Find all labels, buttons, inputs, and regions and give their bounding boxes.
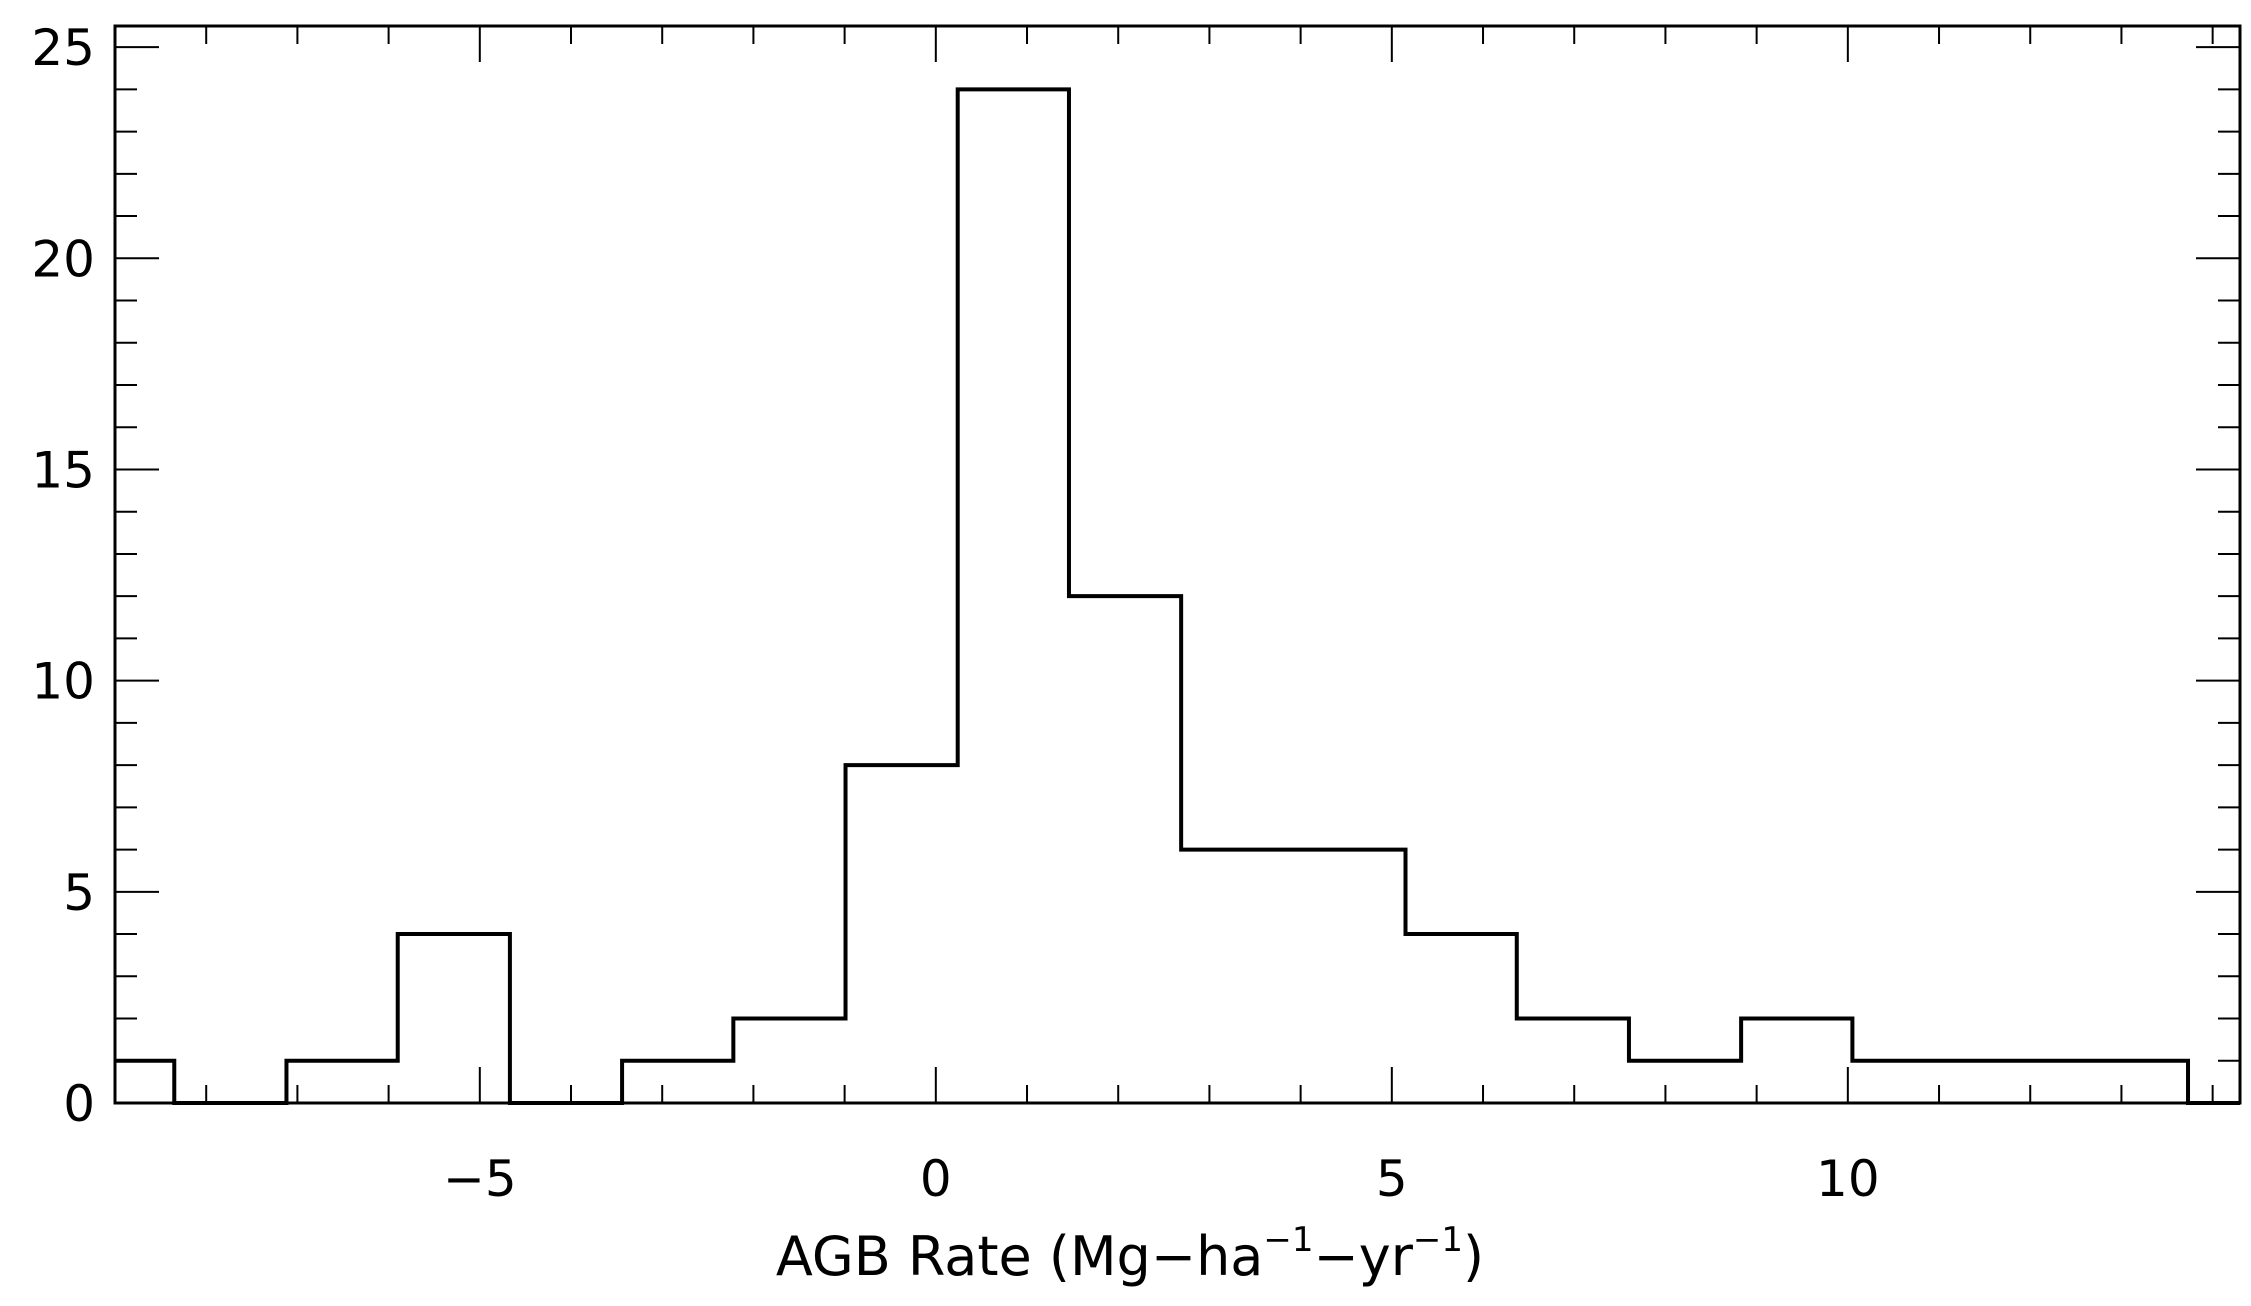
histogram-bin xyxy=(1293,850,1405,1103)
y-tick-label: 10 xyxy=(31,653,95,711)
histogram-bin xyxy=(1406,934,1517,1103)
histogram-bin xyxy=(1069,596,1181,1103)
histogram-bin xyxy=(958,89,1069,1103)
x-axis-title-sup1: −1 xyxy=(1263,1220,1313,1260)
y-tick-label: 0 xyxy=(63,1075,95,1133)
x-axis-title-prefix: AGB Rate (Mg−ha xyxy=(776,1225,1264,1288)
plot-frame xyxy=(113,24,2242,1105)
histogram-outline xyxy=(115,87,2240,1105)
x-axis-title-middle: −yr xyxy=(1314,1225,1414,1288)
histogram-bin xyxy=(115,1061,174,1103)
x-tick-label: 5 xyxy=(1376,1150,1408,1208)
histogram-bin xyxy=(1741,1019,1852,1103)
y-tick-label: 20 xyxy=(31,230,95,288)
x-tick-label: −5 xyxy=(443,1150,517,1208)
histogram-bin xyxy=(733,1019,845,1103)
histogram-bin xyxy=(2077,1061,2188,1103)
y-tick-label: 15 xyxy=(31,441,95,499)
x-axis-title-sup2: −1 xyxy=(1413,1220,1463,1260)
x-tick-labels: −5 0 5 10 xyxy=(443,1150,1880,1208)
histogram-bin xyxy=(1629,1061,1741,1103)
histogram-bin xyxy=(1965,1061,2077,1103)
y-tick-label: 25 xyxy=(31,19,95,77)
histogram-bin xyxy=(622,1061,733,1103)
histogram-bin xyxy=(286,1061,397,1103)
x-axis-title-suffix: ) xyxy=(1463,1225,1484,1288)
major-ticks xyxy=(115,26,2240,1104)
histogram-bin xyxy=(846,765,958,1103)
x-tick-label: 10 xyxy=(1816,1150,1880,1208)
histogram-bin xyxy=(398,934,510,1103)
minor-ticks xyxy=(114,26,2240,1103)
histogram-bin xyxy=(1517,1019,1629,1103)
x-tick-label: 0 xyxy=(920,1150,952,1208)
y-tick-label: 5 xyxy=(63,864,95,922)
histogram-bin xyxy=(1181,850,1293,1103)
x-axis-title: AGB Rate (Mg−ha−1−yr−1) xyxy=(776,1220,1484,1288)
histogram-bin xyxy=(1852,1061,1964,1103)
y-tick-labels: 0 5 10 15 20 25 xyxy=(31,19,95,1133)
